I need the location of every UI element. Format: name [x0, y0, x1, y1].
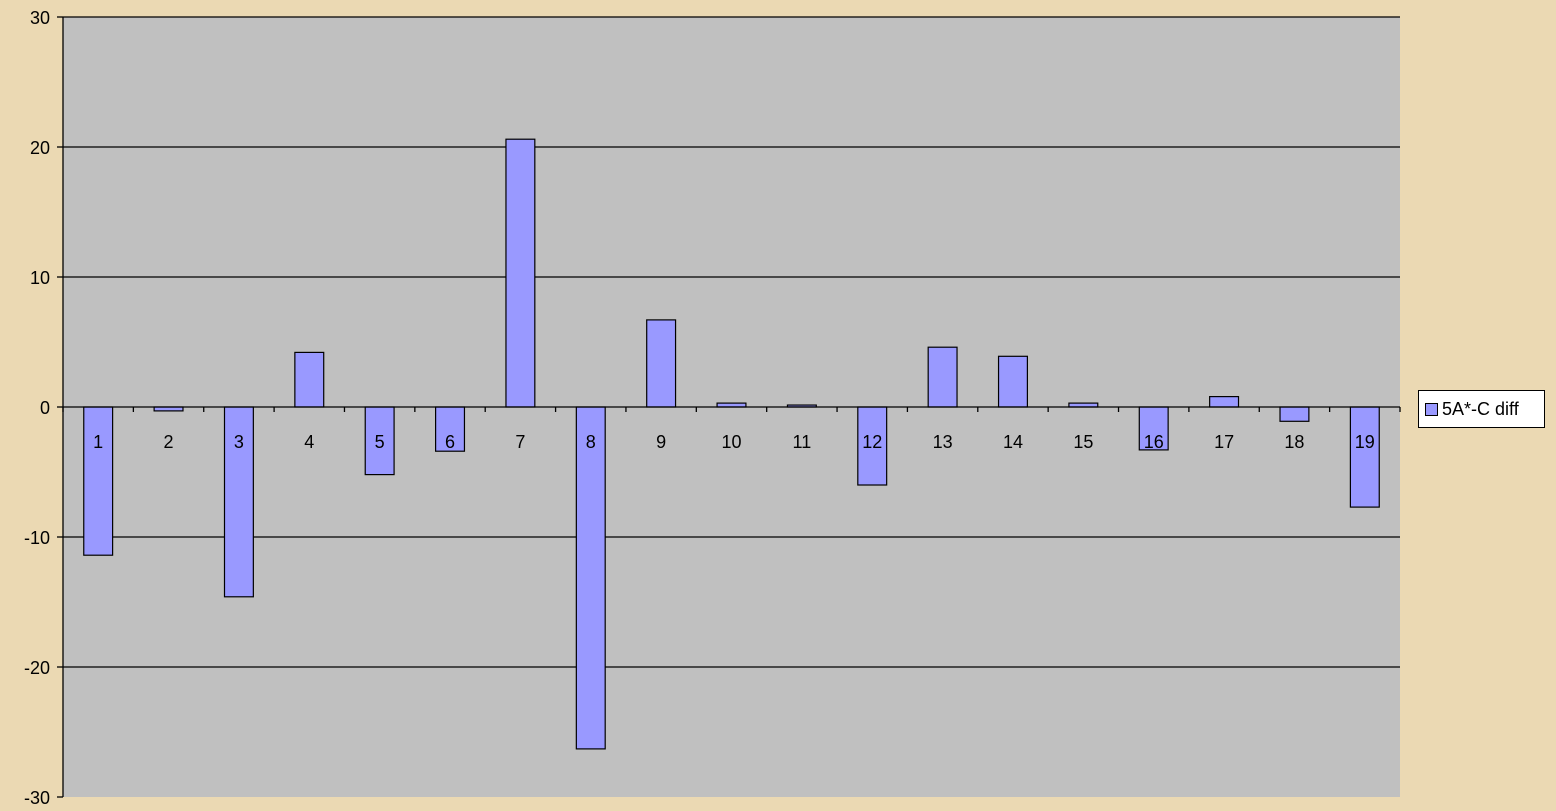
bar — [83, 406, 114, 556]
bars — [83, 138, 1380, 750]
y-tick-label: -10 — [24, 528, 50, 548]
x-tick-label: 1 — [93, 432, 103, 452]
bar — [1349, 406, 1380, 508]
x-tick-label: 16 — [1144, 432, 1164, 452]
y-tick-label: 10 — [30, 268, 50, 288]
y-tick-label: 0 — [40, 398, 50, 418]
x-tick-label: 7 — [515, 432, 525, 452]
bar — [646, 319, 677, 408]
x-tick-label: 11 — [793, 432, 812, 452]
x-tick-labels: 1 2 3 4 5 6 7 8 9 10 11 12 13 14 15 16 17 18 19 — [93, 432, 1375, 452]
bar — [857, 406, 888, 486]
y-tick-label: 30 — [30, 8, 50, 28]
x-tick-label: 14 — [1003, 432, 1023, 452]
bar — [1138, 406, 1169, 451]
bar — [1209, 396, 1240, 408]
x-tick-label: 10 — [721, 432, 741, 452]
bar — [1279, 406, 1310, 422]
bar — [927, 346, 958, 408]
x-tick-label: 3 — [234, 432, 244, 452]
x-tick-label: 2 — [164, 432, 174, 452]
x-tick-label: 19 — [1355, 432, 1375, 452]
y-tick-labels: -30 -20 -10 0 10 20 30 — [24, 8, 50, 808]
bar — [997, 355, 1028, 408]
legend: 5A*-C diff — [1418, 390, 1545, 428]
bar — [223, 406, 254, 598]
x-tick-label: 4 — [304, 432, 314, 452]
bar — [575, 406, 606, 750]
y-tick-label: -20 — [24, 658, 50, 678]
bar — [294, 351, 325, 408]
bar — [435, 406, 466, 452]
x-tick-label: 13 — [933, 432, 953, 452]
axes — [57, 16, 1401, 798]
x-tick-label: 15 — [1073, 432, 1093, 452]
x-tick-label: 5 — [375, 432, 385, 452]
gridlines — [63, 16, 1400, 668]
x-tick-label: 17 — [1214, 432, 1234, 452]
legend-label: 5A*-C diff — [1442, 398, 1519, 419]
bar — [505, 138, 536, 408]
x-tick-label: 12 — [862, 432, 882, 452]
x-tick-label: 8 — [586, 432, 596, 452]
y-tick-label: -30 — [24, 788, 50, 808]
y-tick-label: 20 — [30, 138, 50, 158]
x-tick-label: 6 — [445, 432, 455, 452]
x-tick-label: 18 — [1284, 432, 1304, 452]
bar — [364, 406, 395, 476]
legend-swatch — [1425, 402, 1438, 416]
x-tick-label: 9 — [656, 432, 666, 452]
